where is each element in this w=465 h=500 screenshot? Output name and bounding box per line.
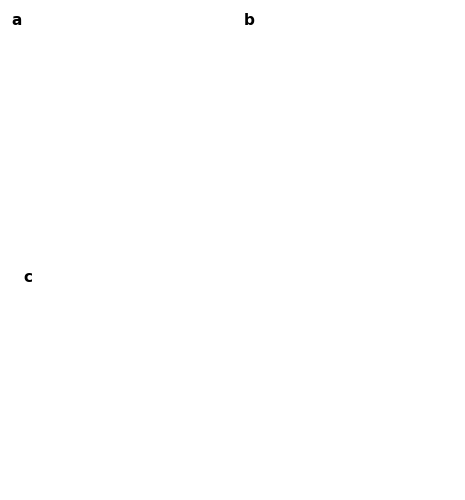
Text: c: c [23, 270, 32, 284]
Text: a: a [12, 13, 22, 28]
Text: b: b [244, 13, 255, 28]
